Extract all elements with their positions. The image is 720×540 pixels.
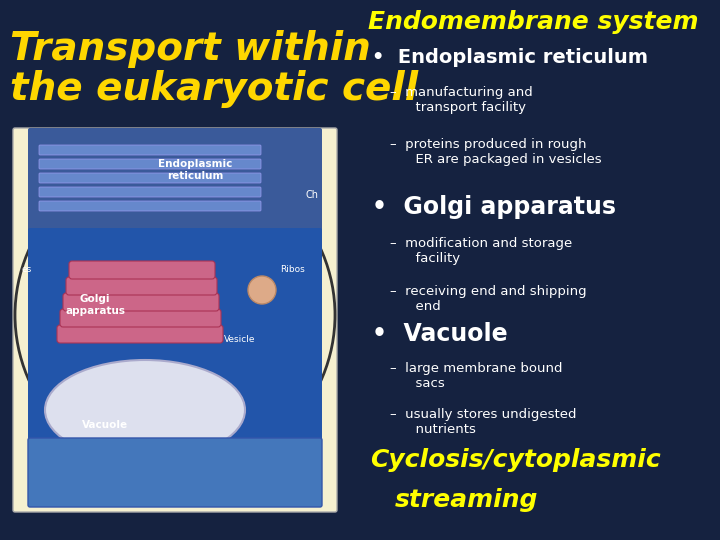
FancyBboxPatch shape <box>39 145 261 155</box>
Text: Vesicle: Vesicle <box>224 335 256 345</box>
FancyBboxPatch shape <box>28 128 322 232</box>
Text: •  Golgi apparatus: • Golgi apparatus <box>372 195 616 219</box>
Text: streaming: streaming <box>395 488 539 512</box>
Circle shape <box>248 276 276 304</box>
Text: –  modification and storage
      facility: – modification and storage facility <box>390 237 572 265</box>
FancyBboxPatch shape <box>60 309 221 327</box>
Text: –  proteins produced in rough
      ER are packaged in vesicles: – proteins produced in rough ER are pack… <box>390 138 602 166</box>
Text: the eukaryotic cell: the eukaryotic cell <box>10 70 418 108</box>
FancyBboxPatch shape <box>66 277 217 295</box>
FancyBboxPatch shape <box>39 173 261 183</box>
FancyBboxPatch shape <box>39 159 261 169</box>
Text: –  receiving end and shipping
      end: – receiving end and shipping end <box>390 285 587 313</box>
Text: Golgi
apparatus: Golgi apparatus <box>65 294 125 316</box>
Text: –  manufacturing and
      transport facility: – manufacturing and transport facility <box>390 86 533 114</box>
Text: –  usually stores undigested
      nutrients: – usually stores undigested nutrients <box>390 408 577 436</box>
Text: Vacuole: Vacuole <box>82 420 128 430</box>
FancyBboxPatch shape <box>13 128 337 512</box>
FancyBboxPatch shape <box>28 438 322 507</box>
Text: es: es <box>22 266 32 274</box>
Text: Transport within: Transport within <box>10 30 371 68</box>
Text: Endoplasmic
reticulum: Endoplasmic reticulum <box>158 159 232 181</box>
FancyBboxPatch shape <box>39 201 261 211</box>
Ellipse shape <box>45 360 245 460</box>
Circle shape <box>15 155 335 475</box>
Text: Ch: Ch <box>305 190 318 200</box>
FancyBboxPatch shape <box>69 261 215 279</box>
Text: •  Vacuole: • Vacuole <box>372 322 508 346</box>
FancyBboxPatch shape <box>39 187 261 197</box>
FancyBboxPatch shape <box>57 325 223 343</box>
Text: –  large membrane bound
      sacs: – large membrane bound sacs <box>390 362 562 390</box>
Text: Endomembrane system: Endomembrane system <box>368 10 698 34</box>
FancyBboxPatch shape <box>63 293 219 311</box>
Text: Ribos: Ribos <box>280 266 305 274</box>
Text: •  Endoplasmic reticulum: • Endoplasmic reticulum <box>372 48 648 67</box>
Text: Cyclosis/cytoplasmic: Cyclosis/cytoplasmic <box>370 448 661 472</box>
FancyBboxPatch shape <box>28 228 322 462</box>
